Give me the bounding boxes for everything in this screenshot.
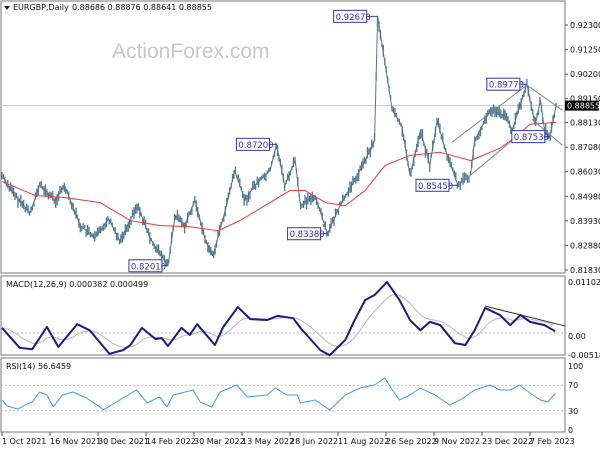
symbol-label: EURGBP,Daily — [13, 3, 69, 12]
rsi-tick-label: 30 — [568, 407, 578, 416]
annotation-label: 0.83380 — [290, 230, 325, 240]
annotation-box — [287, 227, 322, 241]
price-tick-label: 0.90200 — [570, 70, 600, 79]
macd-tick-label: -0.005182 — [568, 351, 600, 360]
price-tick-label: 0.88130 — [570, 119, 600, 128]
price-tick-label: 0.92300 — [570, 21, 600, 30]
date-tick-label: 16 Nov 2021 — [50, 437, 101, 446]
price-tick-label: 0.81830 — [570, 266, 600, 275]
ohlc-values: 0.88686 0.88876 0.88641 0.88855 — [72, 3, 212, 12]
rsi-tick-label: 0 — [568, 426, 573, 435]
macd-signal-line — [1, 294, 555, 348]
price-tick-label: 0.84980 — [570, 192, 600, 201]
watermark: ActionForex.com — [112, 40, 270, 63]
date-tick-label: 9 Nov 2022 — [434, 437, 480, 446]
channel-trendline — [451, 84, 528, 143]
triangle-down-icon[interactable] — [4, 6, 10, 10]
annotation-box — [333, 9, 368, 23]
macd-panel[interactable] — [0, 275, 566, 356]
rsi-tick-label: 70 — [568, 381, 578, 390]
rsi-panel[interactable] — [0, 357, 566, 433]
macd-line — [1, 281, 556, 357]
date-tick-label: 28 Jun 2022 — [290, 437, 338, 446]
annotation-box — [235, 137, 270, 151]
price-tick-label: 0.89150 — [570, 95, 600, 104]
annotation-box — [511, 130, 546, 144]
rsi-label: RSI(14) 56.6459 — [6, 362, 71, 371]
date-tick-label: 13 May 2022 — [242, 437, 294, 446]
price-series — [1, 15, 557, 267]
price-tick-label: 0.87080 — [570, 143, 600, 152]
macd-tick-label: 0.00 — [568, 332, 586, 341]
annotation-label: 0.89770 — [489, 81, 524, 91]
date-tick-label: 7 Feb 2023 — [530, 437, 575, 446]
channel-trendline — [457, 139, 513, 186]
macd-label: MACD(12,26,9) 0.000382 0.000499 — [6, 280, 148, 289]
main-panel[interactable] — [0, 0, 566, 274]
price-tick-label: 0.86030 — [570, 168, 600, 177]
date-tick-label: 11 Aug 2022 — [338, 437, 389, 446]
macd-tick-label: 0.011023 — [568, 278, 600, 287]
channel-trendline — [531, 118, 563, 146]
channel-trendline — [526, 84, 563, 111]
annotation-label: 0.82010 — [131, 262, 166, 272]
current-price-box — [565, 100, 599, 111]
macd-trendline — [485, 305, 566, 327]
date-tick-label: 30 Dec 2021 — [98, 437, 149, 446]
current-price-label: 0.88855 — [567, 102, 600, 111]
price-tick-label: 0.83930 — [570, 217, 600, 226]
annotation-box — [128, 259, 163, 273]
rsi-tick-label: 100 — [568, 362, 583, 371]
date-tick-label: 26 Sep 2022 — [386, 437, 437, 446]
annotation-label: 0.85450 — [418, 182, 453, 192]
date-tick-label: 30 Mar 2022 — [194, 437, 245, 446]
date-tick-label: 23 Dec 2022 — [482, 437, 533, 446]
price-tick-label: 0.91250 — [570, 46, 600, 55]
rsi-line — [1, 377, 556, 411]
annotation-box — [415, 178, 450, 192]
date-tick-label: 1 Oct 2021 — [2, 437, 46, 446]
price-tick-label: 0.82880 — [570, 241, 600, 250]
annotation-label: 0.87530 — [514, 133, 549, 143]
moving-average-line — [1, 121, 557, 232]
annotation-label: 0.92670 — [336, 13, 371, 23]
annotation-box — [486, 77, 521, 91]
date-tick-label: 14 Feb 2022 — [146, 437, 196, 446]
annotation-label: 0.87200 — [238, 141, 273, 151]
